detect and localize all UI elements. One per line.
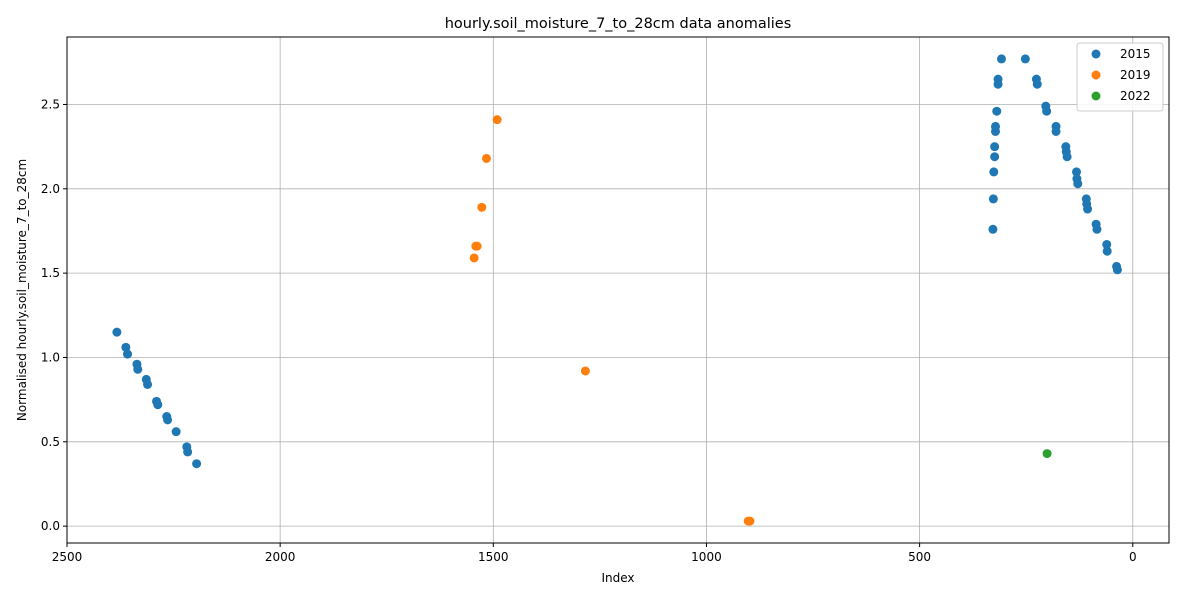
point-2019 — [580, 366, 590, 376]
legend: 2015 2019 2022 — [1076, 42, 1164, 112]
point-2015 — [1032, 79, 1042, 89]
y-tick-label: 1.0 — [41, 350, 60, 364]
x-tick-label: 1000 — [691, 550, 722, 564]
point-2015 — [1020, 54, 1030, 64]
y-axis-label: Normalised hourly.soil_moisture_7_to_28c… — [15, 159, 29, 421]
y-tick-label: 2.5 — [41, 97, 60, 111]
y-tick-label: 2.0 — [41, 182, 60, 196]
y-tick-label: 1.5 — [41, 266, 60, 280]
point-2015 — [112, 327, 122, 337]
point-2019 — [477, 202, 487, 212]
point-2015 — [990, 142, 1000, 152]
point-2015 — [171, 427, 181, 437]
plot-frame — [66, 36, 1170, 544]
point-2019 — [471, 241, 481, 251]
point-2019 — [469, 253, 479, 263]
point-2015 — [990, 152, 1000, 162]
point-2015 — [988, 194, 998, 204]
x-tick-label: 1500 — [478, 550, 509, 564]
point-2015 — [992, 106, 1002, 116]
point-2019 — [492, 115, 502, 125]
point-2015 — [133, 364, 143, 374]
point-2015 — [1083, 204, 1093, 214]
point-2015 — [143, 379, 153, 389]
y-tick-label: 0.0 — [41, 519, 60, 533]
point-2015 — [1073, 179, 1083, 189]
legend-label-2019: 2019 — [1120, 68, 1151, 82]
point-2015 — [163, 415, 173, 425]
x-tick-label: 2000 — [265, 550, 296, 564]
point-2019 — [745, 516, 755, 526]
point-2015 — [1062, 152, 1072, 162]
point-2015 — [1102, 246, 1112, 256]
point-2015 — [153, 400, 163, 410]
point-2015 — [1051, 126, 1061, 136]
point-2015 — [1102, 239, 1112, 249]
x-axis-label: Index — [601, 571, 634, 585]
x-tick-label: 0 — [1129, 550, 1137, 564]
point-2015 — [993, 74, 1003, 84]
legend-marker-2015 — [1091, 49, 1101, 59]
point-2015 — [996, 54, 1006, 64]
point-2015 — [1071, 167, 1081, 177]
point-2015 — [123, 349, 133, 359]
gridlines — [66, 37, 1169, 543]
point-2019 — [481, 153, 491, 163]
legend-marker-2022 — [1091, 91, 1101, 101]
legend-label-2015: 2015 — [1120, 47, 1151, 61]
x-tick-label: 500 — [908, 550, 931, 564]
point-2015 — [192, 459, 202, 469]
y-axis-ticks: 0.0 0.5 1.0 1.5 2.0 2.5 — [41, 97, 67, 533]
point-2015 — [989, 167, 999, 177]
legend-label-2022: 2022 — [1120, 89, 1151, 103]
point-2015 — [121, 342, 131, 352]
x-axis-ticks: 2500 2000 1500 1000 500 0 — [52, 543, 1137, 564]
data-points — [112, 54, 1122, 526]
y-tick-label: 0.5 — [41, 435, 60, 449]
point-2022 — [1042, 449, 1052, 459]
point-2015 — [1092, 224, 1102, 234]
legend-marker-2019 — [1091, 70, 1101, 80]
point-2015 — [990, 121, 1000, 131]
point-2015 — [1042, 106, 1052, 116]
point-2015 — [183, 447, 193, 457]
point-2015 — [988, 224, 998, 234]
point-2015 — [1112, 265, 1122, 275]
chart-title: hourly.soil_moisture_7_to_28cm data anom… — [445, 16, 792, 32]
x-tick-label: 2500 — [52, 550, 83, 564]
